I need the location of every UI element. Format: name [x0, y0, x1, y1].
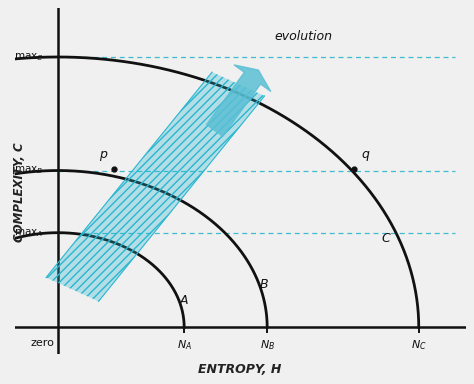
Text: C: C	[382, 232, 391, 245]
Polygon shape	[46, 72, 264, 301]
Text: B: B	[259, 278, 268, 291]
Text: $\mathrm{max}_C$: $\mathrm{max}_C$	[14, 51, 44, 63]
Text: $\mathrm{max}_A$: $\mathrm{max}_A$	[14, 227, 44, 238]
Text: evolution: evolution	[274, 30, 332, 43]
X-axis label: ENTROPY, H: ENTROPY, H	[199, 362, 282, 376]
Text: $\mathrm{max}_B$: $\mathrm{max}_B$	[14, 165, 44, 176]
Text: q: q	[361, 148, 369, 161]
Text: COMPLEXITY, C: COMPLEXITY, C	[13, 142, 27, 242]
Text: zero: zero	[30, 338, 54, 348]
Text: $N_C$: $N_C$	[411, 338, 427, 352]
Text: $N_A$: $N_A$	[177, 338, 191, 352]
Text: $N_B$: $N_B$	[260, 338, 275, 352]
Text: p: p	[99, 148, 107, 161]
Text: A: A	[180, 294, 189, 307]
